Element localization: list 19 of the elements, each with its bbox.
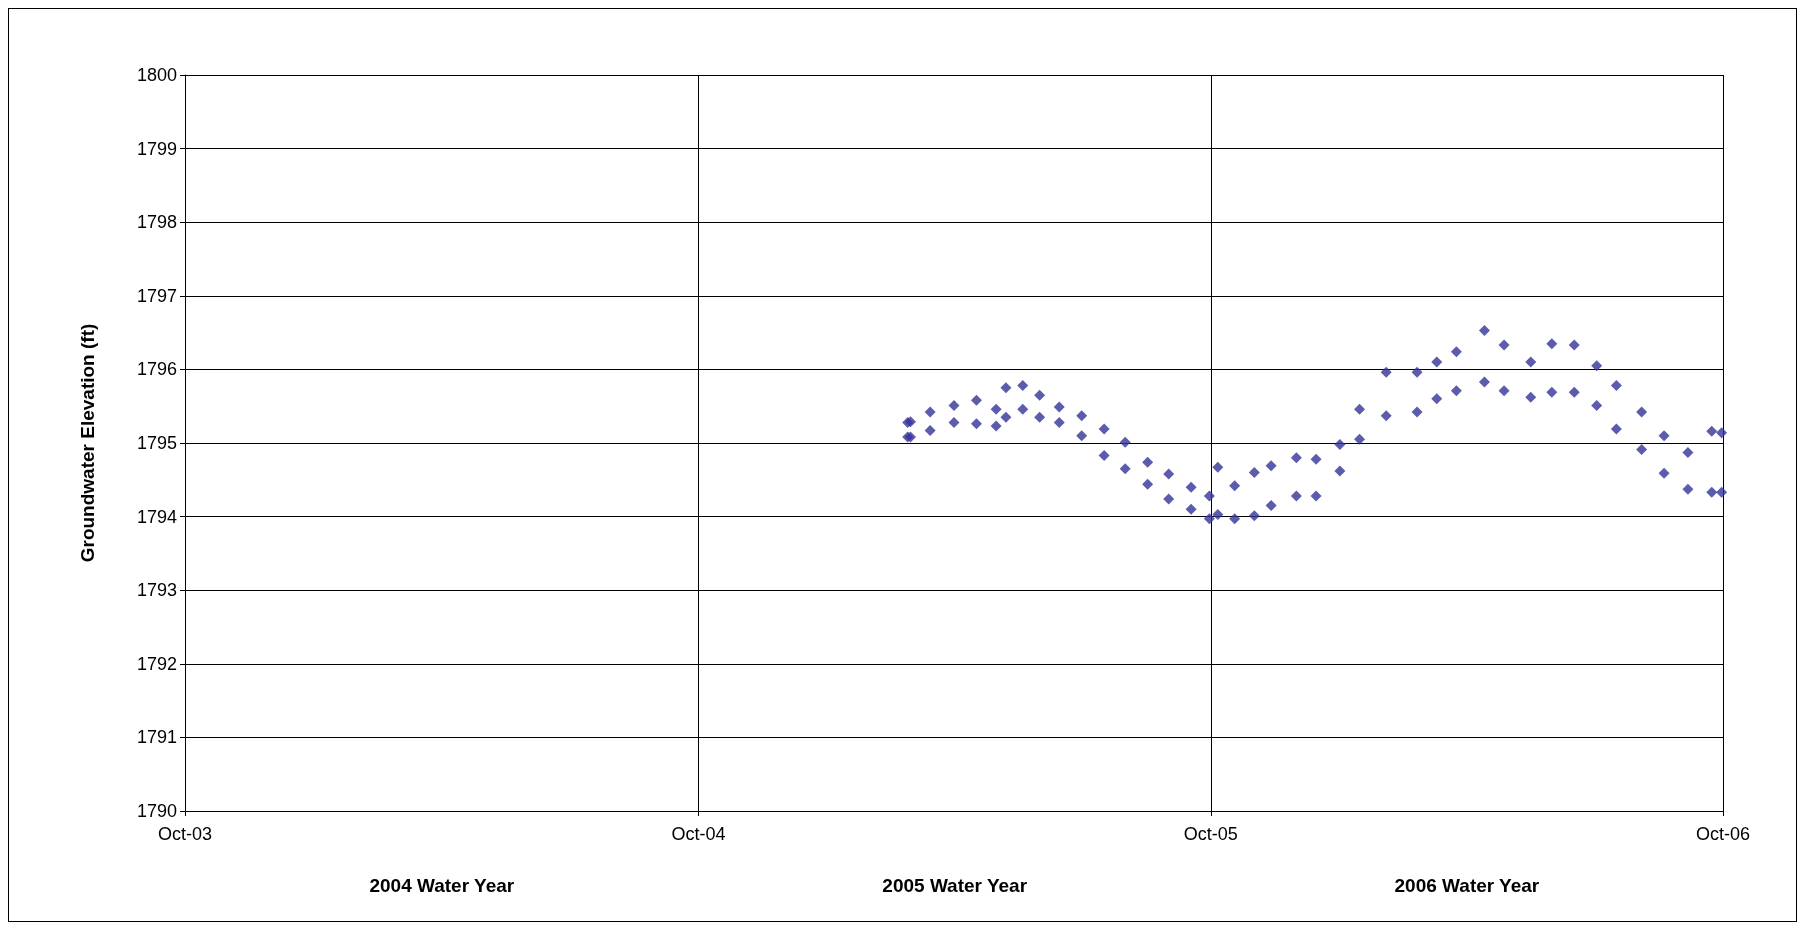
y-tick-label: 1791 — [136, 727, 177, 748]
y-tick-label: 1800 — [136, 65, 177, 85]
y-tick-label: 1798 — [136, 212, 177, 233]
x-tick-label: Oct-03 — [157, 824, 213, 844]
y-tick-label: 1793 — [136, 580, 177, 601]
y-tick-label: 1792 — [136, 653, 177, 674]
y-axis-title: Groundwater Elevation (ft) — [77, 323, 98, 563]
y-tick-label: 1794 — [136, 506, 177, 527]
y-tick-label: 1797 — [136, 285, 177, 306]
x-tick-label: Oct-06 — [1695, 824, 1751, 844]
text: 2005 Water Year — [882, 874, 1028, 896]
y-tick-label: 1795 — [136, 433, 177, 453]
y-tick-label: 1796 — [136, 359, 177, 380]
y-tick-label: 1790 — [136, 801, 177, 821]
text: 2004 Water Year — [369, 874, 515, 896]
x-tick-label: Oct-04 — [671, 824, 726, 844]
y-tick-label: 1799 — [136, 138, 177, 159]
x-tick-label: Oct-05 — [1183, 824, 1238, 844]
text: 2006 Water Year — [1394, 874, 1540, 896]
